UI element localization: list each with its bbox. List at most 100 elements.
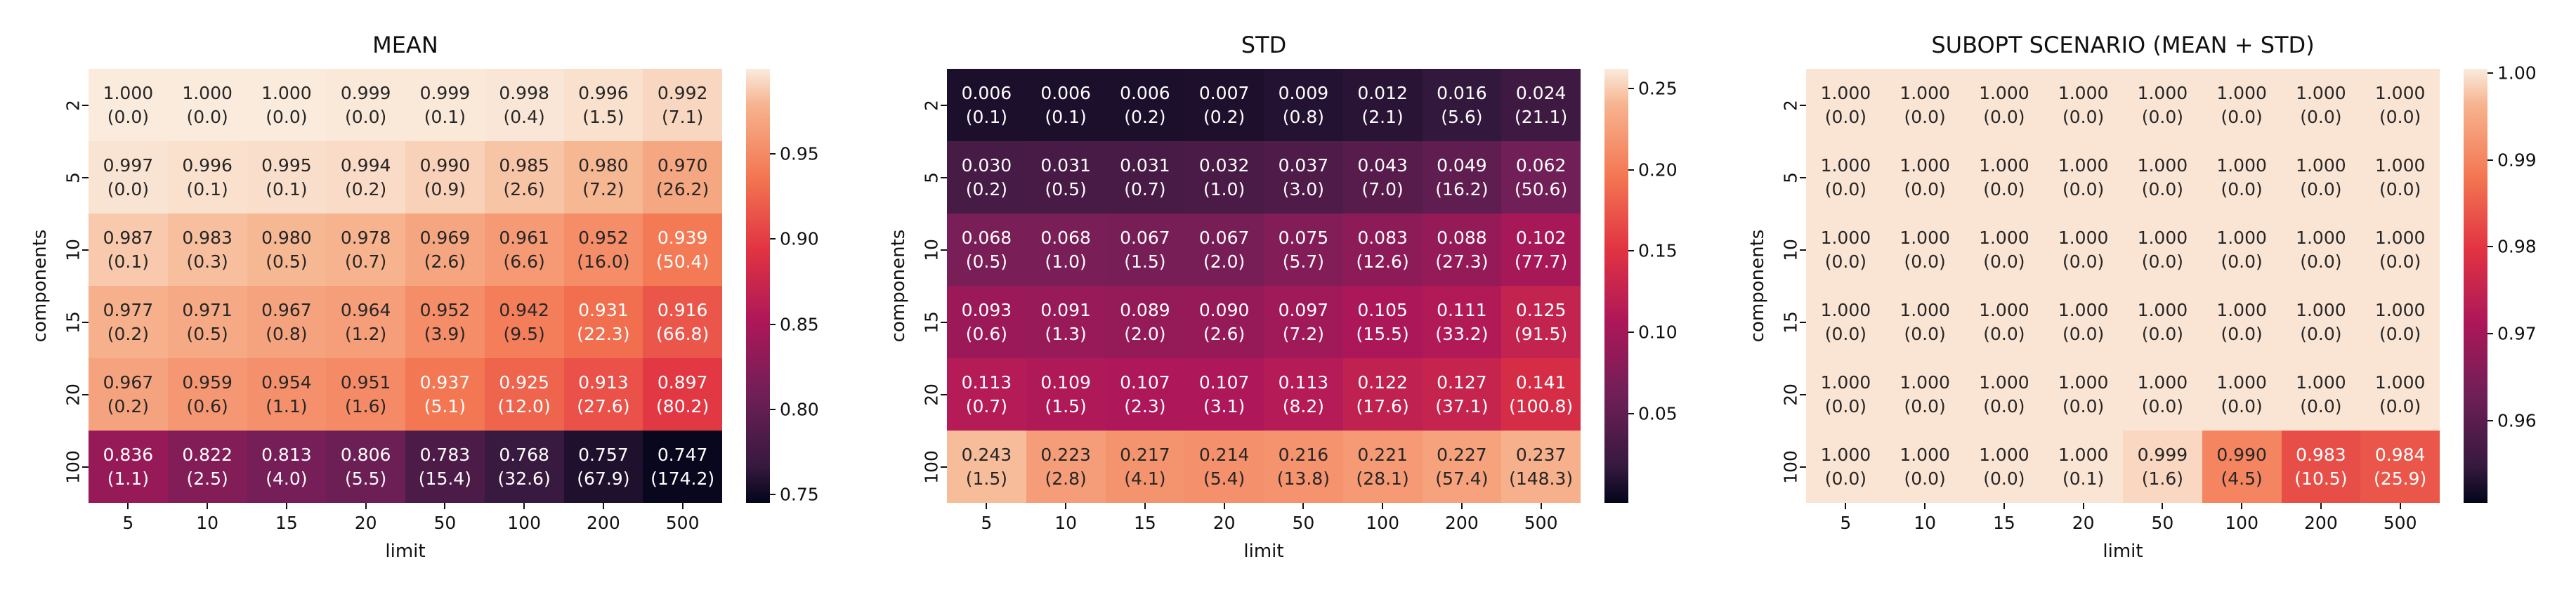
- cell-value: 0.090: [1198, 299, 1250, 320]
- cell-value: 1.000: [2296, 372, 2346, 393]
- heatmap-cell: 0.925 (12.0): [484, 358, 564, 431]
- cell-secondary-value: (0.0): [1824, 251, 1866, 272]
- cell-secondary-value: (27.3): [1435, 251, 1489, 272]
- cell-secondary-value: (0.5): [965, 251, 1007, 272]
- cell-value: 0.999: [2137, 444, 2188, 465]
- cell-secondary-value: (0.5): [186, 323, 228, 344]
- cell-secondary-value: (37.1): [1435, 395, 1489, 416]
- cell-value: 1.000: [2137, 155, 2188, 176]
- heatmap-cell: 0.102 (77.7): [1501, 214, 1581, 286]
- cell-value: 1.000: [2137, 372, 2188, 393]
- cell-value: 0.075: [1278, 227, 1329, 248]
- cell-secondary-value: (0.0): [2221, 178, 2263, 199]
- cell-value: 1.000: [2058, 82, 2109, 103]
- heatmap-cell: 1.000 (0.0): [1964, 358, 2044, 431]
- cell-value: 0.068: [1040, 227, 1091, 248]
- heatmap-cell: 1.000 (0.0): [1964, 214, 2044, 286]
- colorbar-tick-mark: [1628, 169, 1634, 171]
- cell-value: 0.897: [657, 372, 708, 393]
- cell-value: 0.971: [182, 299, 233, 320]
- colorbar-tick-mark: [2487, 159, 2493, 161]
- cell-secondary-value: (0.2): [107, 323, 149, 344]
- cell-value: 0.836: [103, 444, 154, 465]
- colorbar-tick-mark: [770, 408, 776, 410]
- cell-value: 0.983: [182, 227, 233, 248]
- x-tick-label: 100: [2225, 513, 2258, 533]
- y-tick-label: 2: [63, 99, 84, 111]
- cell-value: 0.757: [578, 444, 629, 465]
- colorbar-tick-label: 1.00: [2497, 63, 2537, 84]
- cell-value: 0.088: [1437, 227, 1487, 248]
- cell-value: 1.000: [2374, 227, 2426, 248]
- cell-value: 1.000: [2137, 299, 2188, 320]
- cell-secondary-value: (7.0): [1361, 178, 1404, 199]
- x-tick-label: 50: [2151, 513, 2174, 533]
- heatmap-cell: 0.747 (174.2): [643, 431, 722, 503]
- heatmap-cell: 0.916 (66.8): [643, 286, 722, 358]
- heatmap-cell: 0.109 (1.5): [1026, 358, 1106, 431]
- cell-secondary-value: (10.5): [2294, 468, 2348, 489]
- x-axis-label: limit: [2103, 541, 2143, 562]
- cell-secondary-value: (0.1): [186, 178, 228, 199]
- cell-secondary-value: (5.4): [1203, 468, 1245, 489]
- cell-value: 1.000: [2216, 299, 2267, 320]
- cell-value: 0.996: [182, 155, 233, 176]
- cell-secondary-value: (22.3): [577, 323, 630, 344]
- cell-value: 0.997: [103, 155, 154, 176]
- x-tick-label: 20: [354, 513, 377, 533]
- heatmap-cell: 0.987 (0.1): [89, 214, 168, 286]
- cell-secondary-value: (0.0): [2141, 395, 2183, 416]
- cell-secondary-value: (0.0): [1904, 178, 1946, 199]
- cell-secondary-value: (0.0): [2062, 106, 2105, 127]
- cell-secondary-value: (0.7): [965, 395, 1007, 416]
- y-axis-label: components: [1747, 229, 1768, 343]
- cell-secondary-value: (12.6): [1356, 251, 1409, 272]
- cell-value: 0.998: [499, 82, 549, 103]
- cell-value: 1.000: [1979, 227, 2029, 248]
- cell-secondary-value: (0.0): [2062, 323, 2105, 344]
- cell-secondary-value: (26.2): [656, 178, 710, 199]
- heatmap-cell: 1.000 (0.0): [2360, 214, 2440, 286]
- y-tick-label: 15: [1780, 310, 1801, 334]
- cell-value: 1.000: [2058, 227, 2109, 248]
- y-tick-label: 5: [63, 171, 84, 183]
- cell-secondary-value: (0.5): [266, 251, 308, 272]
- y-tick-mark: [1800, 393, 1806, 395]
- cell-secondary-value: (2.1): [1361, 106, 1404, 127]
- cell-secondary-value: (0.2): [1124, 106, 1166, 127]
- cell-value: 1.000: [2216, 227, 2267, 248]
- cell-value: 0.067: [1120, 227, 1170, 248]
- heatmap-cell: 0.757 (67.9): [563, 431, 643, 503]
- cell-value: 0.985: [499, 155, 549, 176]
- cell-secondary-value: (0.0): [2300, 323, 2342, 344]
- y-tick-mark: [941, 321, 947, 323]
- cell-secondary-value: (0.0): [2300, 251, 2342, 272]
- cell-secondary-value: (9.5): [503, 323, 545, 344]
- y-tick-mark: [1800, 249, 1806, 251]
- cell-value: 1.000: [1820, 299, 1871, 320]
- cell-value: 0.967: [103, 372, 154, 393]
- cell-secondary-value: (1.3): [1045, 323, 1087, 344]
- heatmap-cell: 1.000 (0.0): [89, 69, 168, 141]
- cell-secondary-value: (0.1): [1045, 106, 1087, 127]
- cell-secondary-value: (0.1): [107, 251, 149, 272]
- heatmap-cell: 1.000 (0.0): [2123, 141, 2202, 214]
- cell-secondary-value: (0.1): [965, 106, 1007, 127]
- cell-value: 0.984: [2374, 444, 2426, 465]
- cell-value: 0.954: [261, 372, 312, 393]
- cell-value: 0.994: [340, 155, 391, 176]
- cell-secondary-value: (148.3): [1509, 468, 1574, 489]
- heatmap-cell: 1.000 (0.0): [2360, 286, 2440, 358]
- heatmap-cell: 0.971 (0.5): [167, 286, 247, 358]
- x-tick-label: 5: [122, 513, 134, 533]
- colorbar: [746, 69, 770, 503]
- cell-secondary-value: (0.6): [186, 395, 228, 416]
- heatmap-cell: 1.000 (0.0): [1885, 69, 1965, 141]
- x-tick-mark: [1302, 503, 1305, 509]
- x-tick-label: 10: [1914, 513, 1937, 533]
- heatmap-cell: 1.000 (0.0): [1964, 286, 2044, 358]
- colorbar-tick-label: 0.20: [1638, 159, 1678, 180]
- cell-secondary-value: (0.0): [1983, 323, 2025, 344]
- heatmap-grid: 1.000 (0.0) 1.000 (0.0) 1.000 (0.0) 1.000 (0.0)…: [1806, 69, 2440, 503]
- cell-value: 0.016: [1437, 82, 1487, 103]
